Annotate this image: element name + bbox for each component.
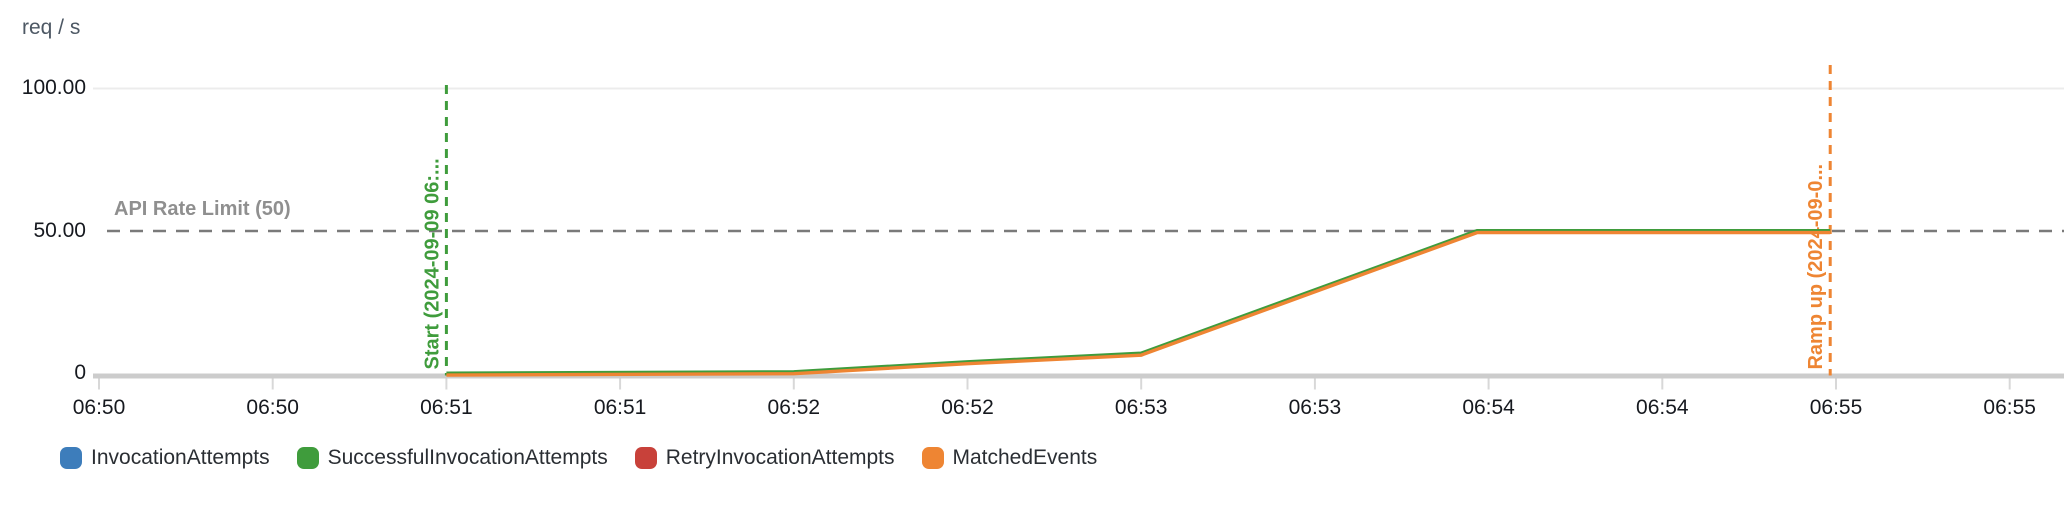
x-tick-label: 06:52 [767, 396, 821, 419]
x-tick-label: 06:50 [72, 396, 126, 419]
x-tick-label: 06:51 [420, 396, 473, 419]
y-tick-label-50: 50.00 [33, 219, 86, 242]
series-line-MatchedEvents[interactable] [446, 230, 1831, 377]
x-tick-label: 06:55 [1809, 396, 1863, 419]
legend-label: RetryInvocationAttempts [665, 446, 895, 469]
series-line-SuccessfulInvocationAttempts[interactable] [446, 229, 1831, 376]
legend-item-MatchedEvents[interactable]: MatchedEvents [921, 446, 1098, 470]
x-tick-label: 06:54 [1636, 396, 1689, 419]
x-tick-label: 06:52 [941, 396, 994, 419]
legend-item-SuccessfulInvocationAttempts[interactable]: SuccessfulInvocationAttempts [296, 446, 608, 470]
y-tick-label-100: 100.00 [21, 76, 86, 99]
x-tick-label: 06:53 [1114, 396, 1168, 419]
annotation-label: Ramp up (2024-09-0... [1805, 164, 1827, 370]
legend-swatch-icon [921, 447, 944, 469]
legend-item-InvocationAttempts[interactable]: InvocationAttempts [60, 446, 270, 470]
x-tick-label: 06:55 [1983, 396, 2036, 419]
chart-legend: InvocationAttempts SuccessfulInvocationAt… [60, 446, 1097, 470]
x-tick-label: 06:50 [246, 396, 299, 419]
legend-swatch-icon [634, 447, 657, 469]
x-tick-label: 06:51 [593, 396, 647, 419]
legend-item-RetryInvocationAttempts[interactable]: RetryInvocationAttempts [634, 446, 895, 470]
legend-label: InvocationAttempts [91, 446, 270, 469]
legend-label: SuccessfulInvocationAttempts [327, 446, 608, 469]
x-tick-label: 06:54 [1462, 396, 1515, 419]
x-tick-label: 06:53 [1288, 396, 1342, 419]
y-tick-label-0: 0 [74, 361, 86, 384]
legend-swatch-icon [60, 447, 82, 469]
api-rate-limit-label: API Rate Limit (50) [114, 198, 291, 220]
annotation-label: Start (2024-09-09 06:... [421, 158, 443, 369]
legend-swatch-icon [296, 447, 319, 469]
y-axis-title: req / s [22, 16, 81, 39]
legend-label: MatchedEvents [952, 446, 1098, 469]
